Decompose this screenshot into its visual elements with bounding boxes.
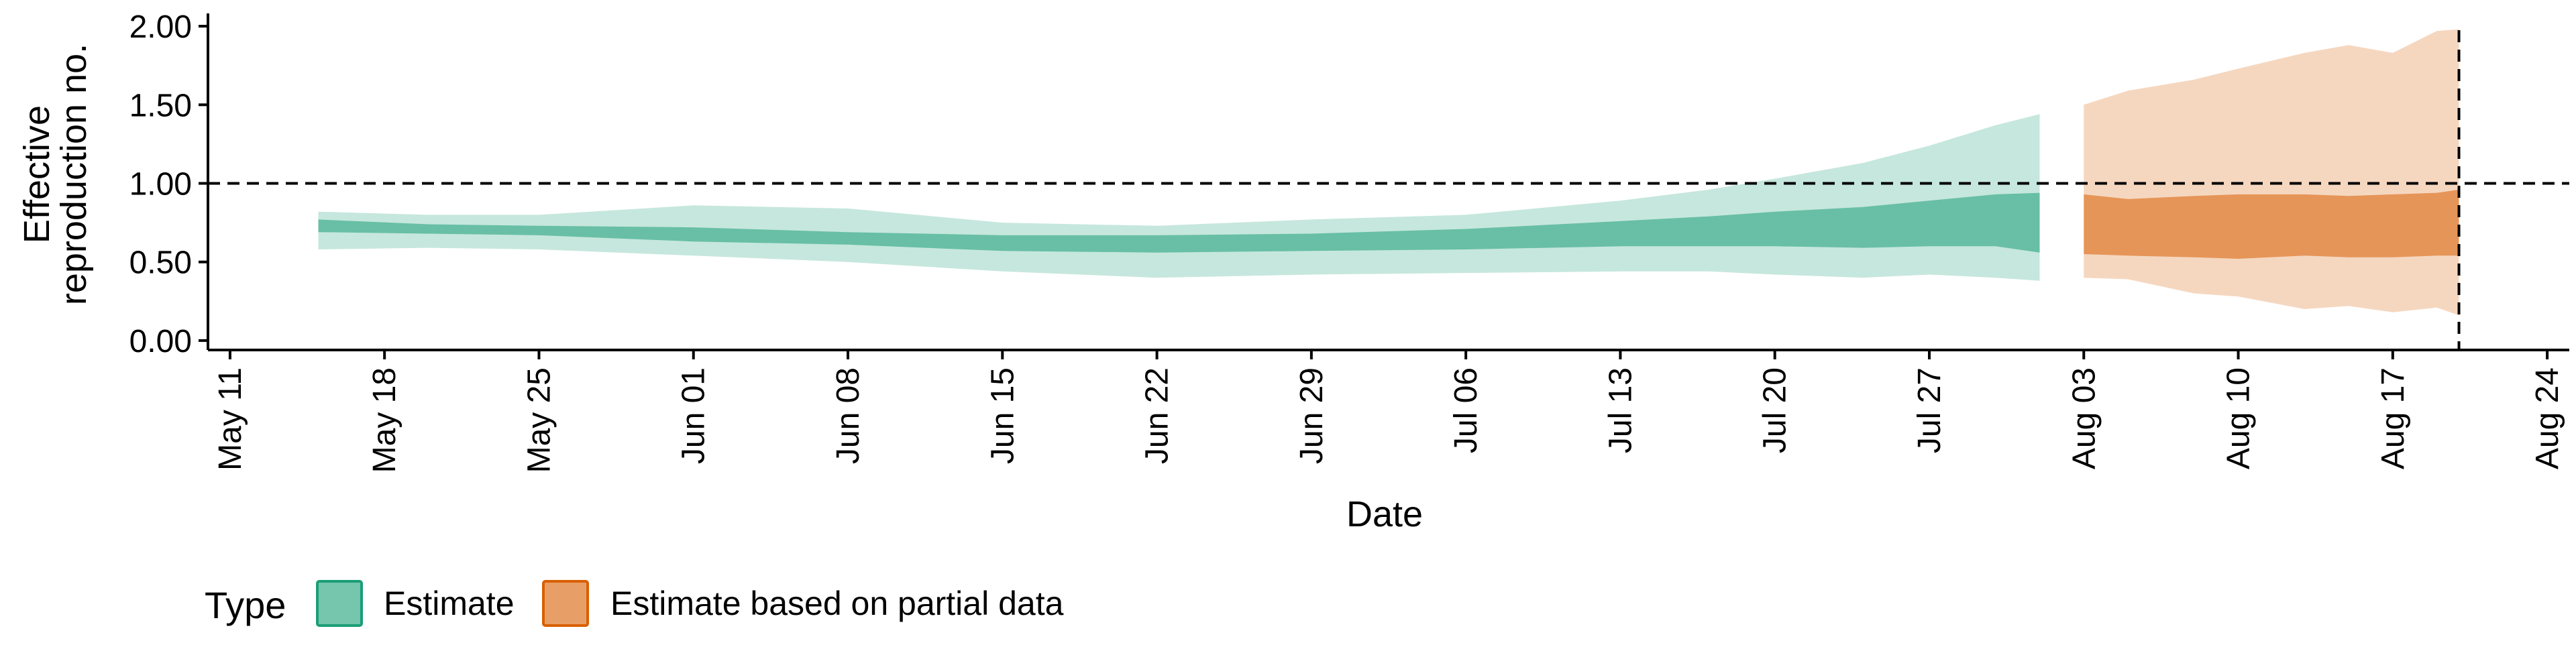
x-tick-label: Jun 15 [985, 367, 1020, 464]
y-axis-label-line-1: Effective [17, 105, 57, 243]
y-axis-label-line-2: reproduction no. [54, 44, 94, 305]
x-tick-label: May 25 [521, 367, 557, 473]
band-90-partial-data [2084, 29, 2459, 316]
x-tick-label: Jul 20 [1758, 367, 1793, 453]
y-axis-ticks: 0.00 0.50 1.00 1.50 2.00 [129, 9, 208, 359]
x-tick-label: Jul 27 [1912, 367, 1947, 453]
x-axis-ticks: May 11 May 18 May 25 Jun 01 Jun 08 Jun 15 Jun … [213, 350, 2565, 473]
x-tick-label: Aug 24 [2530, 367, 2565, 469]
y-tick-label: 1.50 [129, 88, 192, 123]
legend-key-partial-data [542, 580, 589, 627]
x-tick-label: Aug 10 [2221, 367, 2257, 469]
band-50-partial-data [2084, 189, 2459, 259]
legend: Type Estimate Estimate based on partial … [205, 580, 1064, 627]
legend-label-partial-data: Estimate based on partial data [610, 585, 1064, 622]
y-tick-label: 2.00 [129, 9, 192, 45]
x-axis-label: Date [1346, 494, 1423, 534]
x-tick-label: Jul 13 [1603, 367, 1638, 453]
x-tick-label: Aug 03 [2066, 367, 2102, 469]
x-tick-label: Jun 22 [1140, 367, 1175, 464]
y-tick-label: 0.50 [129, 245, 192, 281]
x-tick-label: Jun 08 [830, 367, 866, 464]
legend-title: Type [205, 584, 286, 626]
y-tick-label: 1.00 [129, 167, 192, 202]
x-tick-label: Aug 17 [2375, 367, 2411, 469]
x-tick-label: Jun 01 [676, 367, 712, 464]
x-tick-label: Jun 29 [1294, 367, 1330, 464]
legend-key-estimate [316, 580, 363, 627]
x-tick-label: May 11 [213, 367, 248, 471]
y-tick-label: 0.00 [129, 324, 192, 359]
band-50-estimate [318, 192, 2040, 253]
x-tick-label: May 18 [367, 367, 402, 473]
bands-layer [318, 29, 2459, 316]
legend-label-estimate: Estimate [384, 585, 515, 622]
x-tick-label: Jul 06 [1448, 367, 1484, 453]
band-90-estimate [318, 114, 2040, 281]
